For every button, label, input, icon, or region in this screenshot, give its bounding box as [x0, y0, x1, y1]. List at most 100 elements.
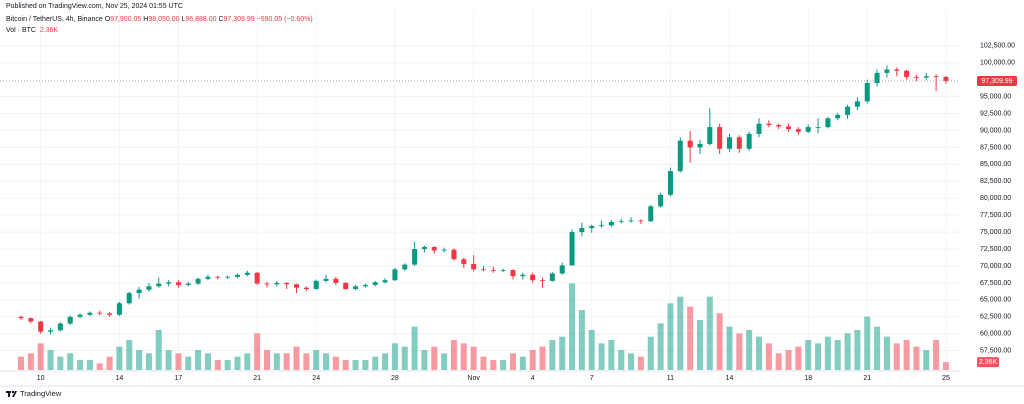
candle-body [658, 194, 664, 207]
volume-bar [539, 346, 546, 370]
candle-body [618, 221, 624, 223]
candle-body [77, 314, 83, 317]
candle-body [648, 206, 654, 222]
candle-body [284, 282, 290, 285]
candle-body [195, 278, 201, 284]
candle-body [412, 249, 418, 265]
volume-bar [824, 336, 831, 370]
volume-bar [598, 343, 605, 370]
y-tick-label: 70,000.00 [980, 263, 1011, 270]
candle-body [97, 312, 103, 314]
volume-bar [116, 346, 123, 370]
candle-body [215, 276, 221, 278]
volume-bar [441, 353, 448, 370]
candle-body [18, 316, 24, 319]
candle-body [795, 129, 801, 132]
x-tick-label: 21 [863, 375, 871, 382]
candle-body [461, 259, 467, 264]
candle-body [500, 270, 506, 271]
volume-bar [391, 343, 398, 370]
candle-body [343, 282, 349, 290]
volume-bar [677, 296, 684, 370]
volume-bar [490, 360, 497, 370]
candle-body [392, 269, 398, 281]
candle-body [402, 264, 408, 270]
ohlc-value: 97,309.99 [223, 16, 255, 23]
x-tick-label: 14 [116, 375, 124, 382]
volume-bar [588, 330, 595, 370]
candle-body [185, 283, 191, 285]
candle-body [530, 274, 536, 281]
x-tick-label: 18 [804, 375, 812, 382]
volume-bar [903, 340, 910, 370]
candle-body [48, 330, 54, 332]
candle-body [441, 249, 447, 251]
volume-bar [608, 340, 615, 370]
volume-bar [77, 360, 84, 370]
y-tick-label: 77,500.00 [980, 212, 1011, 219]
candle-body [156, 283, 162, 287]
volume-bar [234, 356, 241, 370]
candle-body [628, 220, 634, 222]
candle-body [608, 221, 614, 226]
volume-bar [86, 360, 93, 370]
candle-body [264, 283, 270, 285]
x-tick-label: 10 [37, 375, 45, 382]
volume-bar [874, 326, 881, 370]
volume-bar [460, 343, 467, 370]
candle-body [244, 272, 250, 275]
volume-bar [913, 346, 920, 370]
volume-bar [273, 353, 280, 370]
candle-body [884, 69, 890, 73]
y-tick-label: 100,000.00 [980, 60, 1015, 67]
y-tick-label: 87,500.00 [980, 144, 1011, 151]
y-tick-label: 102,500.00 [980, 43, 1015, 50]
y-tick-label: 62,500.00 [980, 314, 1011, 321]
volume-bar [67, 353, 74, 370]
candle-body [697, 144, 703, 148]
candle-body [579, 228, 585, 233]
volume-bar [569, 283, 576, 370]
candle-body [569, 232, 575, 266]
volume-bar [175, 353, 182, 370]
candle-body [756, 123, 762, 134]
candle-body [559, 265, 565, 274]
ohlc-key: C [218, 16, 224, 23]
volume-bar [883, 336, 890, 370]
candle-body [667, 171, 673, 195]
change: −590.05 (−0.60%) [256, 16, 313, 23]
volume-bar [47, 350, 54, 370]
candle-body [786, 126, 792, 130]
ohlc-key: L [181, 16, 186, 23]
candle-body [815, 127, 821, 128]
candle-body [638, 220, 644, 222]
volume-bar [815, 343, 822, 370]
candle-body [825, 118, 831, 128]
y-tick-label: 60,000.00 [980, 331, 1011, 338]
volume-bar [923, 350, 930, 370]
volume-bar [372, 356, 379, 370]
volume-bar [529, 350, 536, 370]
candle-body [599, 225, 605, 227]
volume-bar [450, 340, 457, 370]
volume-bar [362, 360, 369, 370]
volume-bar [145, 353, 152, 370]
volume-bar [746, 330, 753, 370]
volume-bar [303, 353, 310, 370]
volume-bar [549, 340, 556, 370]
volume-bar [293, 346, 300, 370]
candle-body [136, 289, 142, 294]
volume-bar [106, 356, 113, 370]
candle-body [746, 133, 752, 149]
candle-body [166, 282, 172, 284]
volume-bar [342, 360, 349, 370]
candle-body [490, 270, 496, 271]
candle-body [116, 303, 122, 315]
volume-bar [214, 360, 221, 370]
y-tick-label: 57,500.00 [980, 348, 1011, 355]
candle-body [943, 76, 949, 81]
volume-bar [421, 350, 428, 370]
candle-body [451, 249, 457, 260]
candle-body [845, 106, 851, 115]
volume-bar [687, 306, 694, 370]
